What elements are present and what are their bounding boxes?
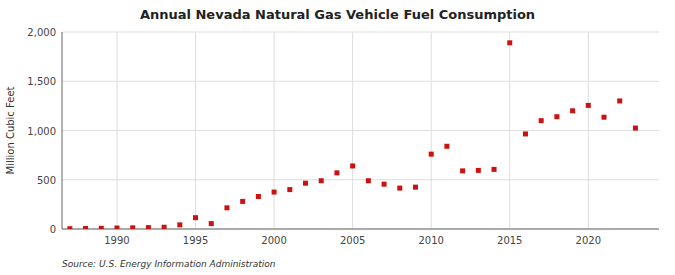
point (177, 222, 182, 227)
x-grid-line (588, 32, 589, 229)
point (366, 178, 371, 183)
point (146, 225, 151, 229)
points (67, 40, 638, 229)
y-axis-line (62, 32, 63, 229)
y-tick-label: 0 (50, 224, 56, 235)
point (319, 178, 324, 183)
x-grid-line (431, 32, 432, 229)
chart-container: Annual Nevada Natural Gas Vehicle Fuel C… (0, 0, 675, 275)
point (162, 225, 167, 229)
point (256, 194, 261, 199)
x-tick-label: 2005 (340, 235, 365, 246)
point (413, 185, 418, 190)
point (114, 226, 119, 229)
y-grid-line (62, 229, 659, 230)
y-tick-label: 2,000 (27, 27, 56, 38)
point (99, 226, 104, 229)
x-tick-label: 1995 (183, 235, 208, 246)
x-grid-line (195, 32, 196, 229)
point (240, 199, 245, 204)
point (523, 131, 528, 136)
point (67, 226, 72, 229)
grid (62, 32, 659, 229)
point (460, 168, 465, 173)
y-grid-line (62, 32, 659, 33)
y-tick-label: 1,500 (27, 76, 56, 87)
point (224, 205, 229, 210)
point (476, 168, 481, 173)
point (303, 181, 308, 186)
tick-labels: 0 500 1,000 1,500 2,000 1990 1995 2000 2005 2010 2… (27, 27, 601, 246)
x-axis-line (62, 229, 659, 230)
point (507, 40, 512, 45)
point (397, 186, 402, 191)
point (554, 114, 559, 119)
y-grid-line (62, 130, 659, 131)
point (193, 215, 198, 220)
point (350, 163, 355, 168)
y-grid-line (62, 179, 659, 180)
y-axis-label: Million Cubic Feet (5, 86, 16, 174)
point (570, 108, 575, 113)
x-tick-label: 2020 (576, 235, 601, 246)
point (539, 118, 544, 123)
point (83, 226, 88, 229)
point (444, 144, 449, 149)
x-grid-line (116, 32, 117, 229)
point (586, 103, 591, 108)
x-tick-label: 1990 (104, 235, 129, 246)
chart-svg: Annual Nevada Natural Gas Vehicle Fuel C… (0, 0, 675, 275)
point (429, 152, 434, 157)
point (382, 182, 387, 187)
source-note: Source: U.S. Energy Information Administ… (62, 259, 276, 269)
point (130, 225, 135, 229)
x-tick-label: 2015 (497, 235, 522, 246)
y-tick-label: 1,000 (27, 126, 56, 137)
y-tick-label: 500 (37, 175, 56, 186)
point (334, 170, 339, 175)
point (633, 126, 638, 131)
x-tick-label: 2010 (418, 235, 443, 246)
y-grid-line (62, 81, 659, 82)
x-grid-line (352, 32, 353, 229)
x-grid-line (274, 32, 275, 229)
x-tick-label: 2000 (261, 235, 286, 246)
point (272, 190, 277, 195)
point (492, 167, 497, 172)
point (209, 221, 214, 226)
point (602, 115, 607, 120)
point (287, 187, 292, 192)
x-grid-line (509, 32, 510, 229)
title: Annual Nevada Natural Gas Vehicle Fuel C… (140, 7, 535, 22)
point (617, 98, 622, 103)
